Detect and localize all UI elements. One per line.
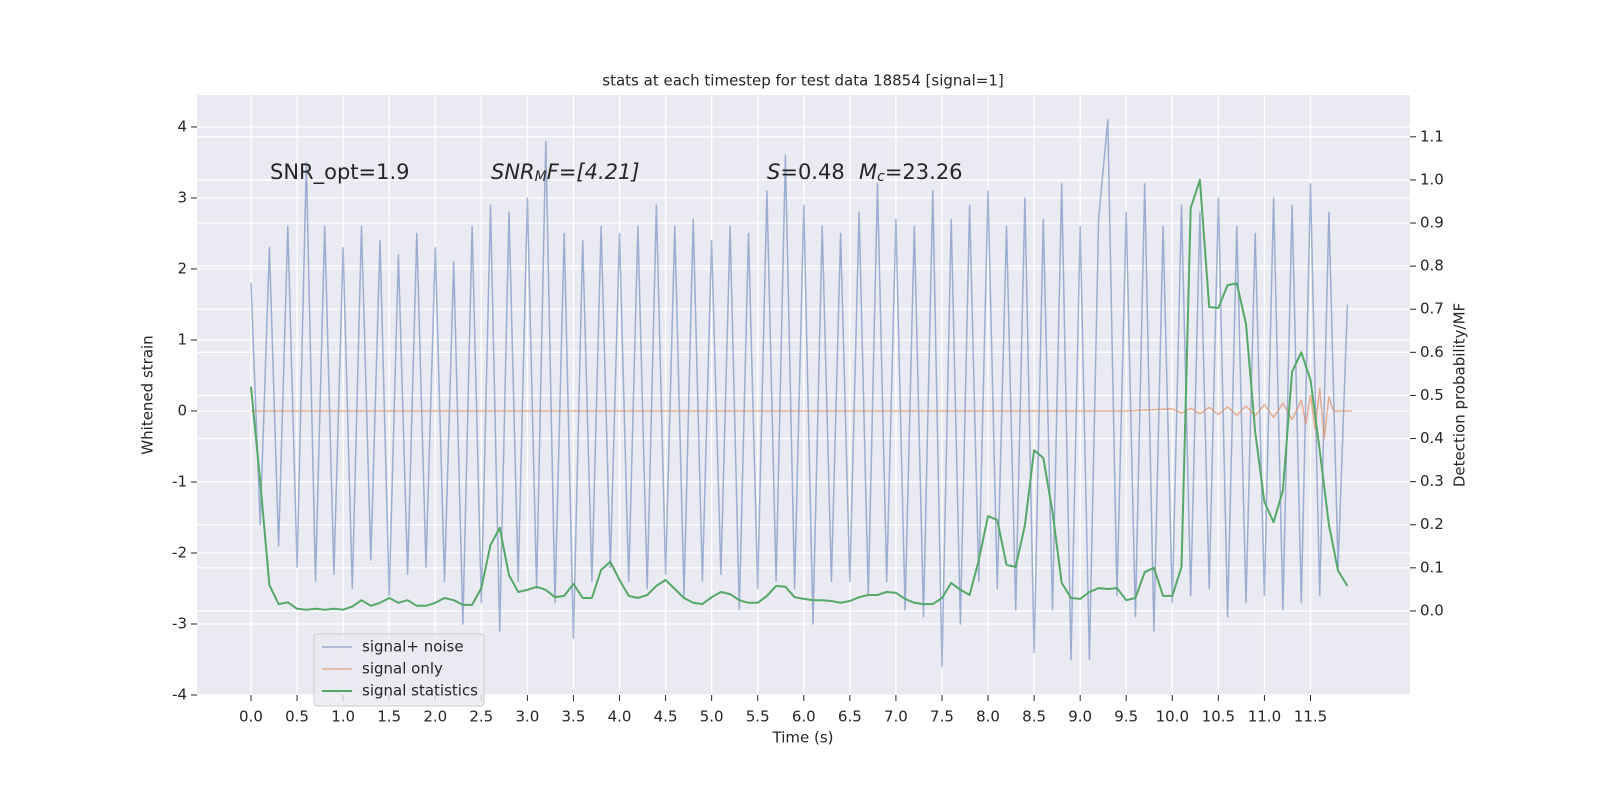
y-tick-label: -2 bbox=[172, 543, 187, 561]
annotation-part: M bbox=[535, 169, 547, 185]
legend-label: signal+ noise bbox=[362, 638, 464, 656]
x-tick-label: 4.0 bbox=[608, 708, 632, 726]
y-tick-label: 1 bbox=[177, 330, 187, 348]
x-tick-label: 7.0 bbox=[884, 708, 908, 726]
y2-tick-label: 1.1 bbox=[1420, 127, 1444, 145]
y2-tick-label: 0.2 bbox=[1420, 515, 1444, 533]
y2-tick-label: 0.9 bbox=[1420, 214, 1444, 232]
x-tick-label: 3.0 bbox=[515, 708, 539, 726]
legend-box bbox=[313, 633, 485, 707]
annotation-part: S bbox=[767, 160, 780, 184]
annotation-part: =0.48 bbox=[780, 160, 844, 184]
x-tick-label: 1.5 bbox=[377, 708, 401, 726]
y2-tick-label: 0.6 bbox=[1420, 343, 1444, 361]
y-axis-label: Whitened strain bbox=[139, 335, 157, 454]
x-tick-label: 10.5 bbox=[1202, 708, 1235, 726]
y2-tick-label: 0.7 bbox=[1420, 300, 1444, 318]
x-tick-label: 0.0 bbox=[239, 708, 263, 726]
y-tick-label: 3 bbox=[177, 188, 187, 206]
y-tick-label: -3 bbox=[172, 614, 187, 632]
annotation-part: M bbox=[859, 160, 877, 184]
x-tick-label: 10.0 bbox=[1156, 708, 1189, 726]
y2-tick-label: 0.0 bbox=[1420, 601, 1444, 619]
x-tick-label: 2.0 bbox=[423, 708, 447, 726]
series-line bbox=[250, 178, 1349, 611]
y2-tick-label: 1.0 bbox=[1420, 170, 1444, 188]
x-tick-label: 8.0 bbox=[976, 708, 1000, 726]
y2-axis-label: Detection probability/MF bbox=[1451, 303, 1469, 487]
x-tick-label: 5.0 bbox=[700, 708, 724, 726]
y-tick-label: 4 bbox=[177, 117, 187, 135]
y-tick-label: 0 bbox=[177, 401, 187, 419]
x-tick-label: 6.0 bbox=[792, 708, 816, 726]
x-tick-label: 0.5 bbox=[285, 708, 309, 726]
y2-tick-label: 0.8 bbox=[1420, 257, 1444, 275]
x-tick-label: 11.5 bbox=[1294, 708, 1327, 726]
y-tick-label: 2 bbox=[177, 259, 187, 277]
y2-tick-label: 0.1 bbox=[1420, 558, 1444, 576]
annotation-part: c bbox=[877, 169, 885, 185]
x-tick-label: 6.5 bbox=[838, 708, 862, 726]
annotation: SNR_opt=1.9 bbox=[270, 160, 410, 185]
annotation-part: SNR_opt=1.9 bbox=[270, 160, 410, 185]
y-tick-label: -1 bbox=[172, 472, 187, 490]
x-tick-label: 2.5 bbox=[469, 708, 493, 726]
annotation-part: SNR bbox=[491, 160, 535, 184]
y2-tick-label: 0.5 bbox=[1420, 386, 1444, 404]
annotation: Mc=23.26 bbox=[859, 160, 963, 185]
x-tick-label: 8.5 bbox=[1022, 708, 1046, 726]
legend-label: signal only bbox=[362, 660, 443, 678]
x-tick-label: 4.5 bbox=[654, 708, 678, 726]
x-axis-label: Time (s) bbox=[772, 729, 834, 747]
y2-tick-label: 0.3 bbox=[1420, 472, 1444, 490]
x-tick-label: 11.0 bbox=[1248, 708, 1281, 726]
x-tick-label: 9.0 bbox=[1068, 708, 1092, 726]
chart-title: stats at each timestep for test data 188… bbox=[602, 72, 1003, 90]
x-tick-label: 5.5 bbox=[746, 708, 770, 726]
y-tick-label: -4 bbox=[172, 686, 187, 704]
annotation: S=0.48 bbox=[767, 160, 845, 184]
x-tick-label: 1.0 bbox=[331, 708, 355, 726]
x-tick-label: 7.5 bbox=[930, 708, 954, 726]
series-line bbox=[250, 119, 1349, 668]
x-tick-label: 9.5 bbox=[1114, 708, 1138, 726]
annotation: SNRMF=[4.21] bbox=[491, 160, 640, 185]
annotation-part: =23.26 bbox=[885, 160, 963, 184]
x-tick-label: 3.5 bbox=[562, 708, 586, 726]
series-line bbox=[251, 387, 1352, 439]
legend-label: signal statistics bbox=[362, 682, 478, 700]
y2-tick-label: 0.4 bbox=[1420, 429, 1444, 447]
annotation-part: F=[4.21] bbox=[547, 160, 640, 184]
